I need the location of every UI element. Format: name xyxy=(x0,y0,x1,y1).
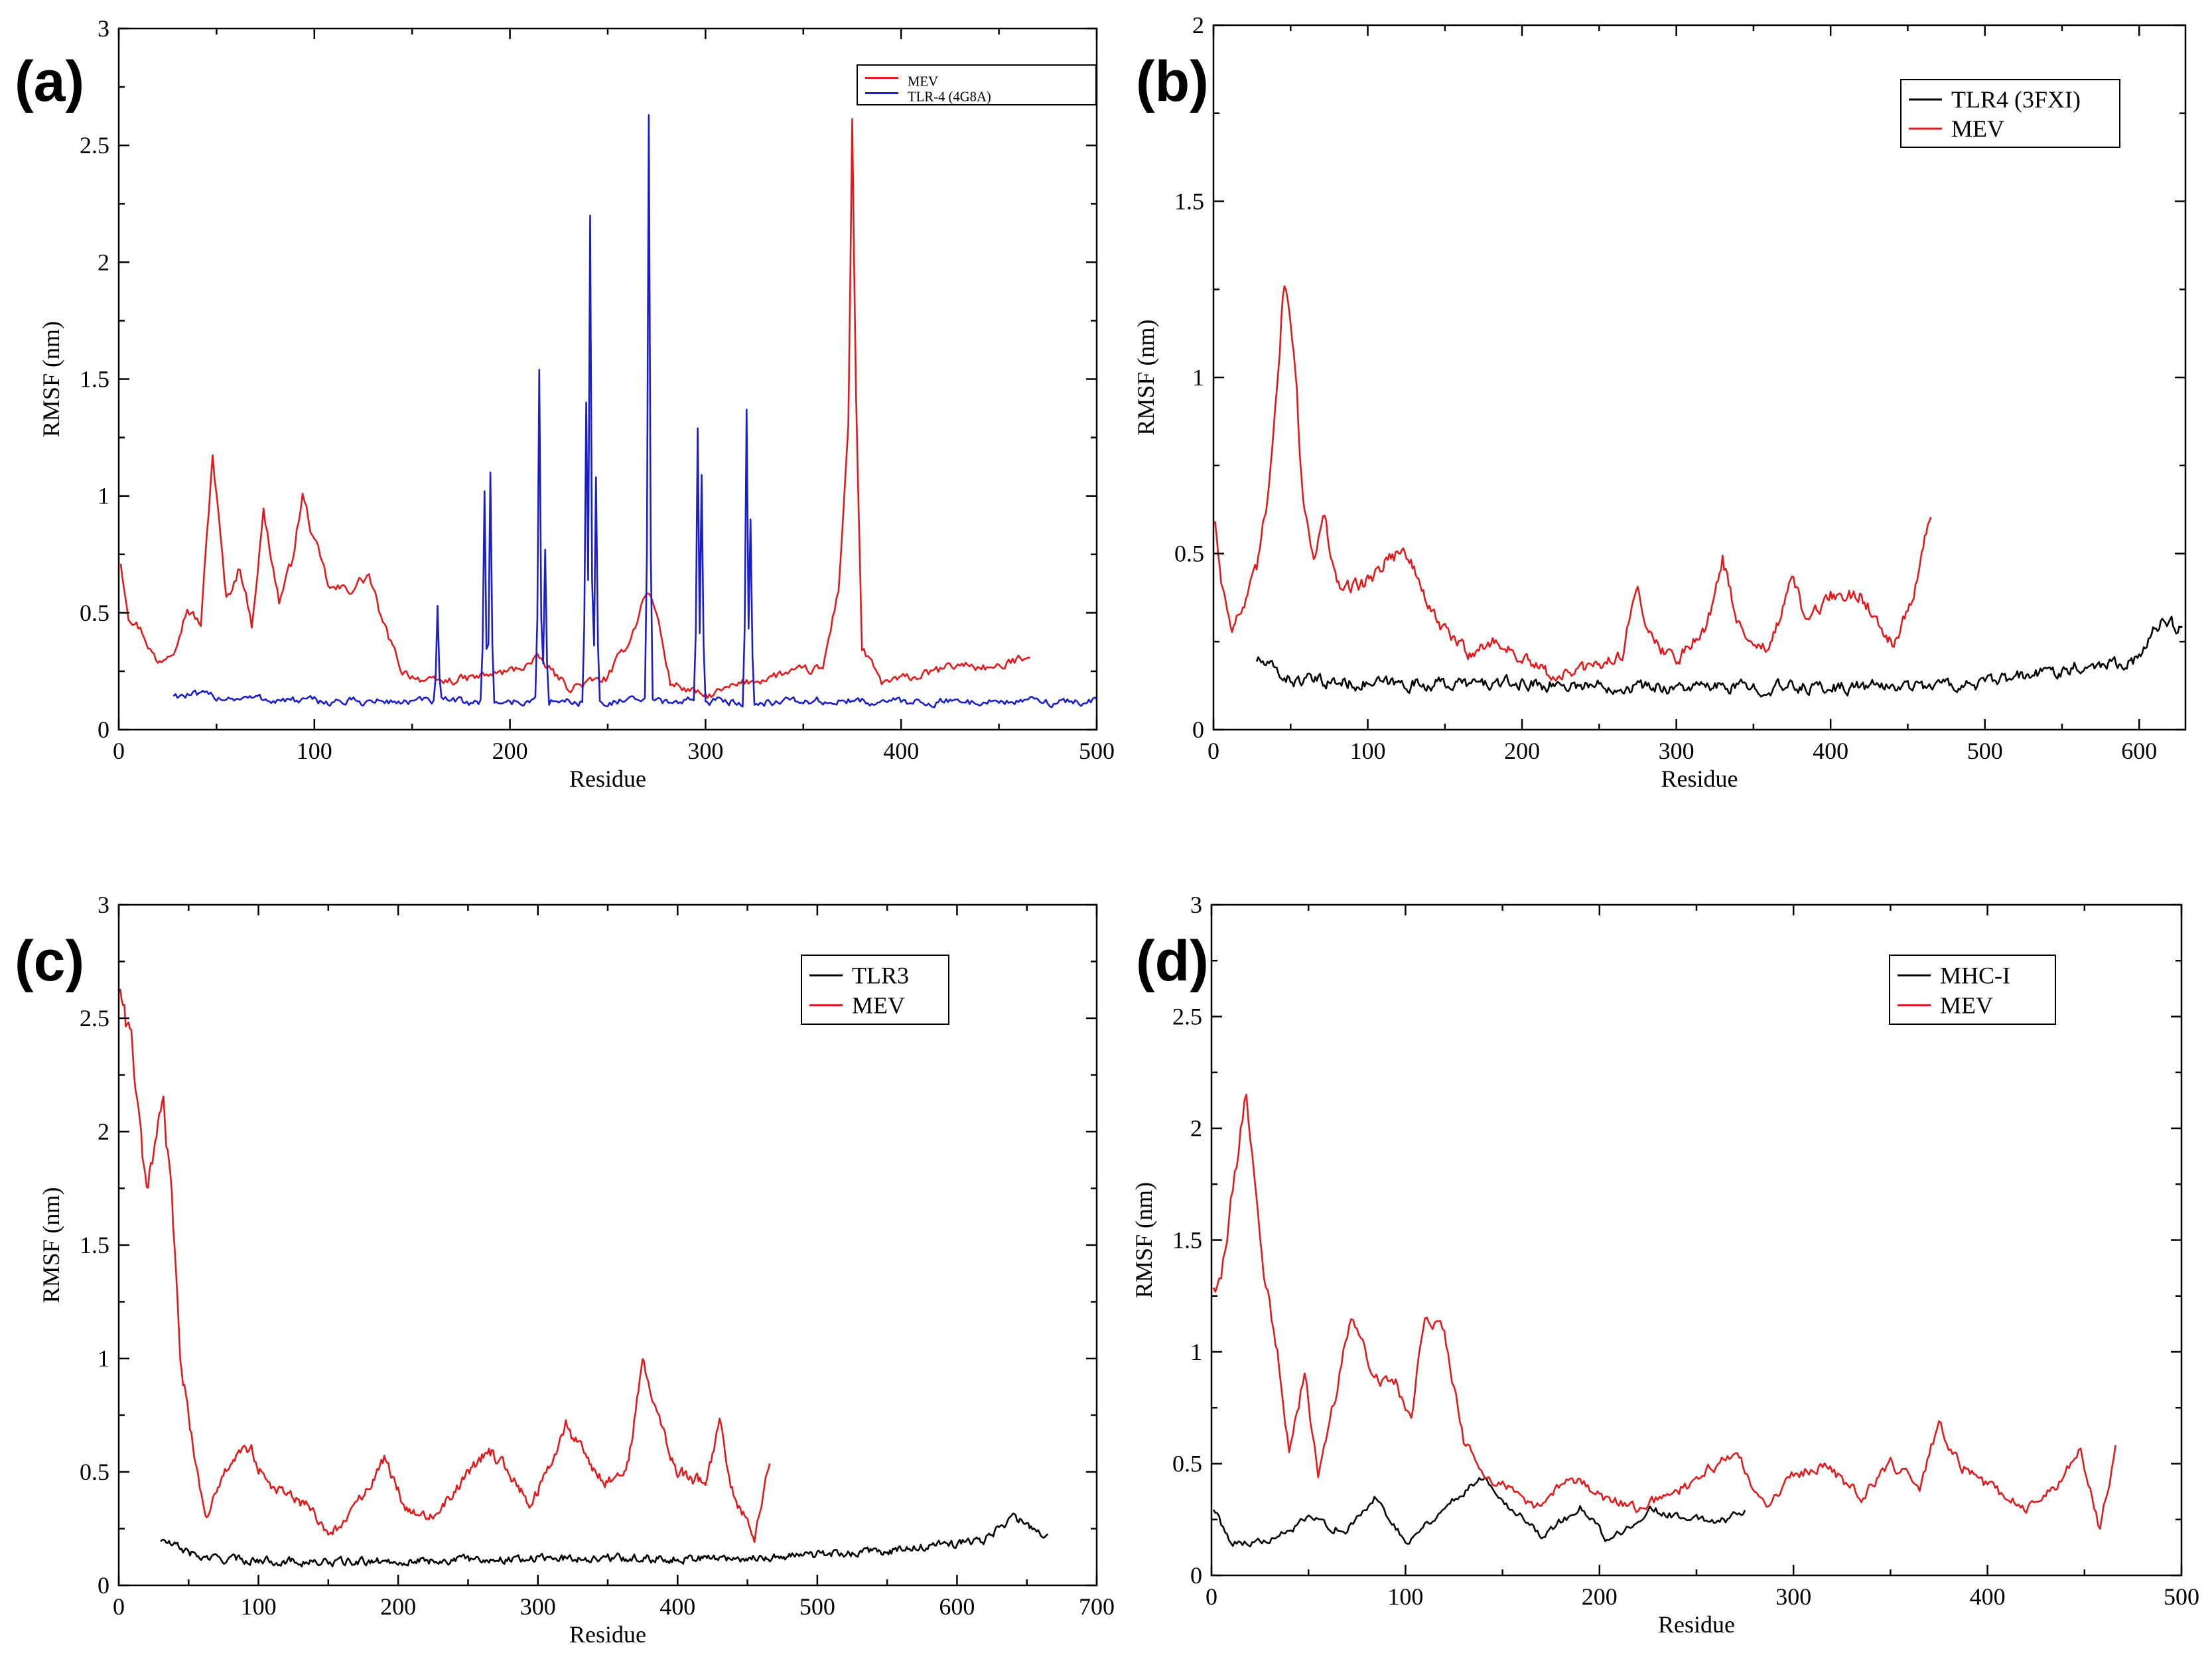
x-tick-label: 0 xyxy=(1206,1583,1217,1610)
y-tick-label: 0 xyxy=(98,716,109,743)
legend-entry-label: MEV xyxy=(1940,992,1993,1019)
y-tick-label: 0 xyxy=(1192,716,1204,743)
panel-label: (a) xyxy=(15,50,84,113)
series-line-mhc-i xyxy=(1212,1477,1746,1548)
x-tick-label: 300 xyxy=(687,738,723,764)
y-tick-label: 1 xyxy=(1190,1339,1202,1365)
legend-entry-label: MEV xyxy=(852,992,905,1019)
series-line-mev xyxy=(1212,1093,2116,1530)
series-line-tlr4-3fxi xyxy=(1255,616,2183,698)
y-tick-label: 2.5 xyxy=(80,132,109,159)
x-tick-label: 600 xyxy=(2121,738,2157,764)
x-tick-label: 200 xyxy=(1504,738,1540,764)
y-tick-label: 1.5 xyxy=(80,1232,109,1258)
x-axis-label: Residue xyxy=(1661,765,1738,792)
legend: TLR3 MEV xyxy=(801,955,949,1025)
x-tick-label: 100 xyxy=(1350,738,1386,764)
x-axis-label: Residue xyxy=(569,1621,646,1648)
panel-c: (c) 0 100 200 300 400 500 600 700 0 0.5 1 1.5 2 2.5 3 Re… xyxy=(15,892,1115,1648)
y-tick-label: 1.5 xyxy=(1172,1227,1202,1254)
x-tick-label: 300 xyxy=(520,1593,556,1620)
legend-entry-label: MEV xyxy=(1951,115,2004,142)
legend-box xyxy=(1900,79,2120,148)
y-tick-label: 2.5 xyxy=(1172,1004,1202,1030)
x-tick-label: 600 xyxy=(939,1593,975,1620)
y-axis-label: RMSF (nm) xyxy=(1133,319,1159,435)
legend-box xyxy=(801,955,949,1025)
x-tick-label: 100 xyxy=(241,1593,277,1620)
legend: TLR4 (3FXI)MEV xyxy=(1900,79,2120,148)
y-tick-label: 2 xyxy=(98,249,109,275)
legend-entry-label: TLR4 (3FXI) xyxy=(1951,86,2081,113)
y-tick-label: 2.5 xyxy=(80,1005,109,1031)
y-tick-label: 3 xyxy=(98,15,109,42)
x-tick-label: 0 xyxy=(113,1593,125,1620)
x-tick-label: 0 xyxy=(113,738,125,764)
panel-a: (a) 0 100 200 300 400 500 0 0.5 1 1.5 2 2.5 3 Residue R… xyxy=(15,15,1115,792)
x-axis-label: Residue xyxy=(1658,1611,1735,1638)
y-tick-label: 2 xyxy=(1190,1115,1202,1142)
panel-b: (b) 0 100 200 300 400 500 600 0 0.5 1 1.5 2 Residue RM… xyxy=(1133,12,2187,792)
y-tick-label: 1 xyxy=(98,483,109,509)
x-tick-label: 400 xyxy=(1813,738,1848,764)
y-tick-label: 0 xyxy=(1190,1562,1202,1589)
y-tick-label: 2 xyxy=(98,1118,109,1145)
y-tick-label: 1.5 xyxy=(1174,188,1204,215)
legend: MHC-I MEV xyxy=(1889,955,2056,1025)
y-tick-label: 0.5 xyxy=(1172,1451,1202,1477)
legend-box xyxy=(1889,955,2056,1025)
x-tick-label: 300 xyxy=(1659,738,1694,764)
y-tick-label: 1 xyxy=(1192,364,1204,391)
plot-frame xyxy=(117,27,1098,731)
series-line-mev xyxy=(119,118,1031,699)
x-tick-label: 200 xyxy=(1582,1583,1618,1610)
series-line-mev xyxy=(1214,285,1932,682)
panel-d: (d) 0 100 200 300 400 500 0 0.5 1 1.5 2 2.5 3 Residue R… xyxy=(1131,892,2199,1638)
panel-label: (b) xyxy=(1136,50,1209,113)
y-axis-label: RMSF (nm) xyxy=(1131,1182,1157,1298)
panel-label: (d) xyxy=(1136,929,1209,993)
x-tick-label: 400 xyxy=(659,1593,695,1620)
x-tick-label: 0 xyxy=(1208,738,1219,764)
x-tick-label: 500 xyxy=(1079,738,1115,764)
x-tick-label: 200 xyxy=(492,738,528,764)
legend-entry-label: MHC-I xyxy=(1940,962,2010,989)
x-tick-label: 700 xyxy=(1079,1593,1115,1620)
y-tick-label: 0.5 xyxy=(80,1459,109,1485)
x-tick-label: 300 xyxy=(1775,1583,1811,1610)
x-tick-label: 500 xyxy=(799,1593,835,1620)
legend-entry-label: MEV xyxy=(908,75,938,90)
x-tick-label: 500 xyxy=(2164,1583,2199,1610)
y-tick-label: 3 xyxy=(1190,892,1202,918)
y-tick-label: 0 xyxy=(98,1572,109,1599)
series-line-tlr-4-4g8a xyxy=(173,114,1097,708)
y-tick-label: 3 xyxy=(98,892,109,918)
y-axis-label: RMSF (nm) xyxy=(38,321,64,437)
x-axis-label: Residue xyxy=(569,765,646,792)
series-line-mev xyxy=(119,988,771,1544)
y-tick-label: 2 xyxy=(1192,12,1204,38)
x-tick-label: 400 xyxy=(1970,1583,2006,1610)
x-tick-label: 100 xyxy=(297,738,332,764)
x-tick-label: 500 xyxy=(1967,738,2003,764)
x-tick-label: 400 xyxy=(883,738,919,764)
legend-entry-label: TLR3 xyxy=(852,962,909,989)
panel-label: (c) xyxy=(15,929,84,993)
legend-box xyxy=(857,64,1097,105)
y-tick-label: 1.5 xyxy=(80,366,109,393)
series-line-tlr3 xyxy=(160,1512,1049,1567)
legend-entry-label: TLR-4 (4G8A) xyxy=(908,90,991,105)
y-tick-label: 1 xyxy=(98,1345,109,1372)
y-tick-label: 0.5 xyxy=(80,600,109,626)
y-axis-label: RMSF (nm) xyxy=(38,1187,64,1303)
y-tick-label: 0.5 xyxy=(1174,541,1204,567)
x-tick-label: 100 xyxy=(1387,1583,1423,1610)
x-tick-label: 200 xyxy=(380,1593,416,1620)
